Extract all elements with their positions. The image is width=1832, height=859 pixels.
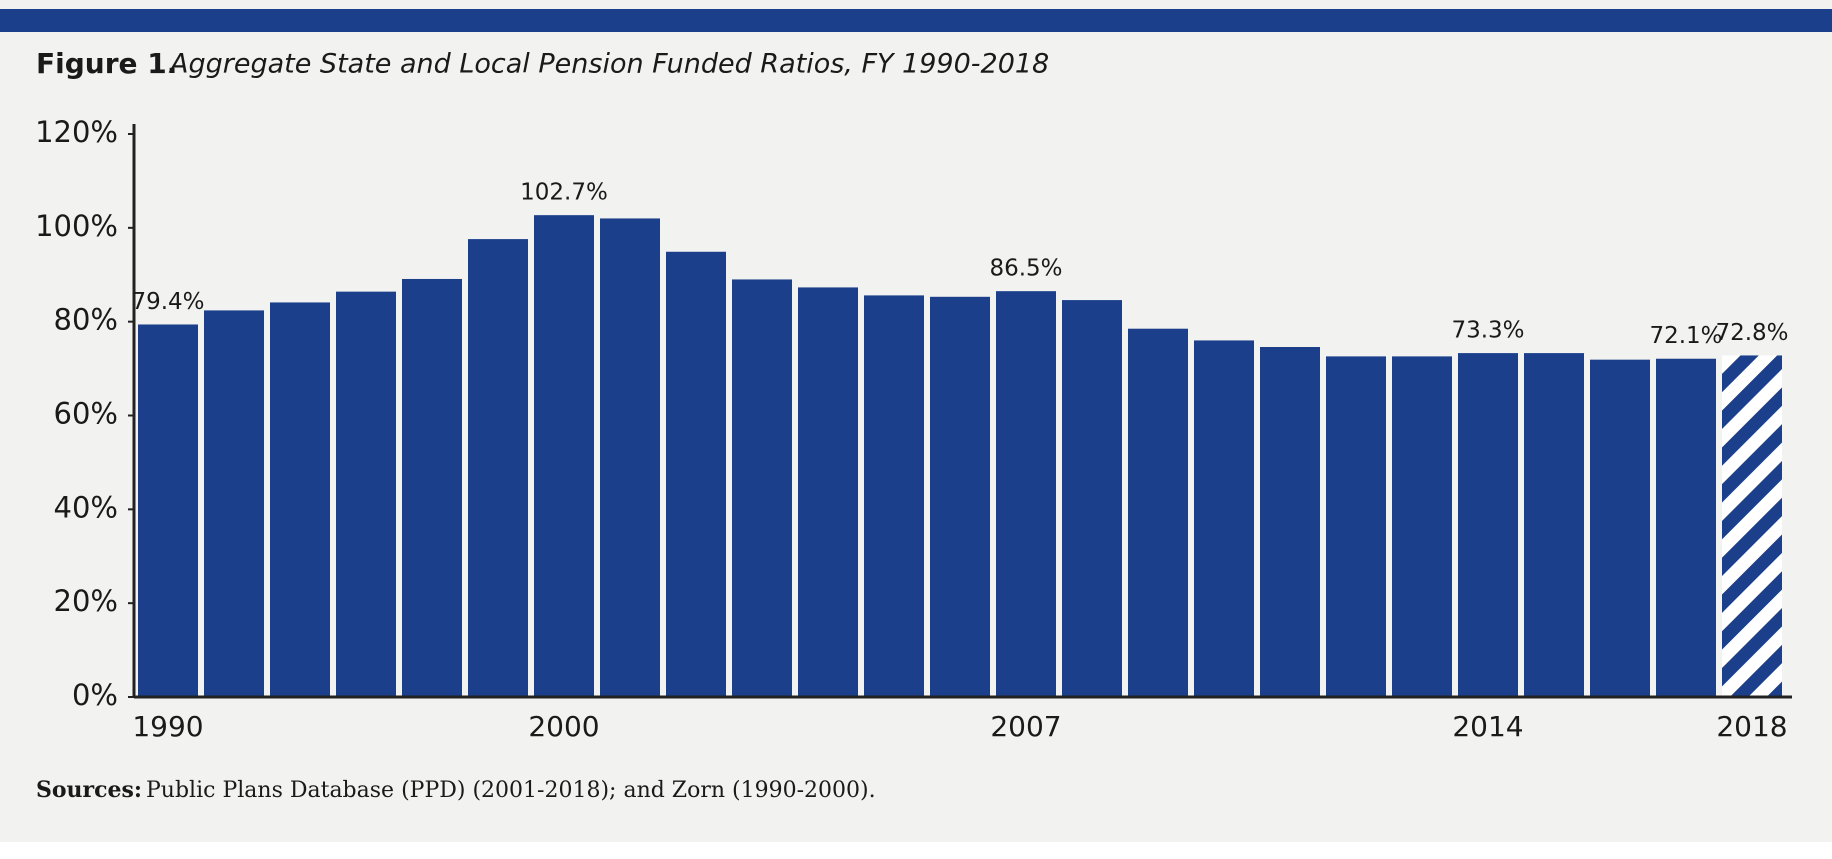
bar — [1392, 356, 1452, 697]
bar — [402, 278, 462, 697]
y-tick-label: 120% — [35, 115, 118, 149]
bar — [1128, 328, 1188, 697]
bar — [930, 296, 990, 697]
top-band — [0, 9, 1832, 32]
bar — [798, 287, 858, 697]
y-tick-label: 0% — [72, 678, 118, 712]
x-tick-label: 2007 — [990, 710, 1061, 743]
data-label: 72.1% — [1649, 323, 1722, 349]
bar — [1722, 355, 1782, 697]
bar — [1062, 300, 1122, 697]
y-tick-label: 80% — [54, 303, 118, 337]
y-tick-label: 60% — [54, 397, 118, 431]
y-tick-label: 40% — [54, 490, 118, 524]
source: Public Plans Database (PPD) (2001-2018);… — [146, 778, 876, 803]
bar — [270, 302, 330, 697]
bar — [468, 239, 528, 698]
bar — [1260, 347, 1320, 697]
bar — [732, 279, 792, 697]
x-tick-label: 2014 — [1452, 710, 1523, 743]
bar — [996, 291, 1056, 697]
bar — [600, 218, 660, 697]
bar — [1326, 356, 1386, 697]
data-label: 102.7% — [520, 180, 608, 206]
bar — [1590, 359, 1650, 697]
figure-label: Figure 1. — [36, 47, 177, 80]
bar — [1524, 353, 1584, 697]
data-label: 73.3% — [1451, 318, 1524, 344]
bar — [1656, 358, 1716, 697]
bar — [666, 251, 726, 697]
bar — [1458, 353, 1518, 697]
bar — [336, 291, 396, 697]
y-tick-label: 100% — [35, 209, 118, 243]
chart-title: Aggregate State and Local Pension Funded… — [168, 49, 1049, 80]
bar — [204, 310, 264, 697]
source-label: Sources: — [36, 777, 142, 803]
bar — [138, 324, 198, 697]
x-tick-label: 2000 — [528, 710, 599, 743]
y-tick-label: 20% — [54, 584, 118, 618]
data-label: 79.4% — [131, 289, 204, 315]
data-label: 72.8% — [1715, 320, 1788, 346]
data-label: 86.5% — [989, 256, 1062, 282]
x-tick-label: 2018 — [1716, 710, 1787, 743]
bar — [1194, 340, 1254, 697]
x-tick-label: 1990 — [132, 710, 203, 743]
bar — [534, 215, 594, 697]
bar — [864, 295, 924, 697]
